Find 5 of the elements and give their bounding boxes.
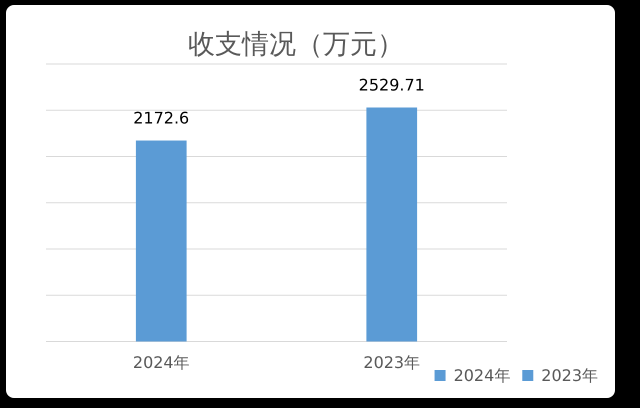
data-label: 2172.6: [133, 108, 190, 128]
data-label: 2529.71: [358, 76, 425, 94]
legend-label: 2023年: [541, 366, 598, 385]
chart-title: 收支情况（万元）: [188, 29, 404, 60]
legend-label: 2024年: [454, 366, 510, 385]
